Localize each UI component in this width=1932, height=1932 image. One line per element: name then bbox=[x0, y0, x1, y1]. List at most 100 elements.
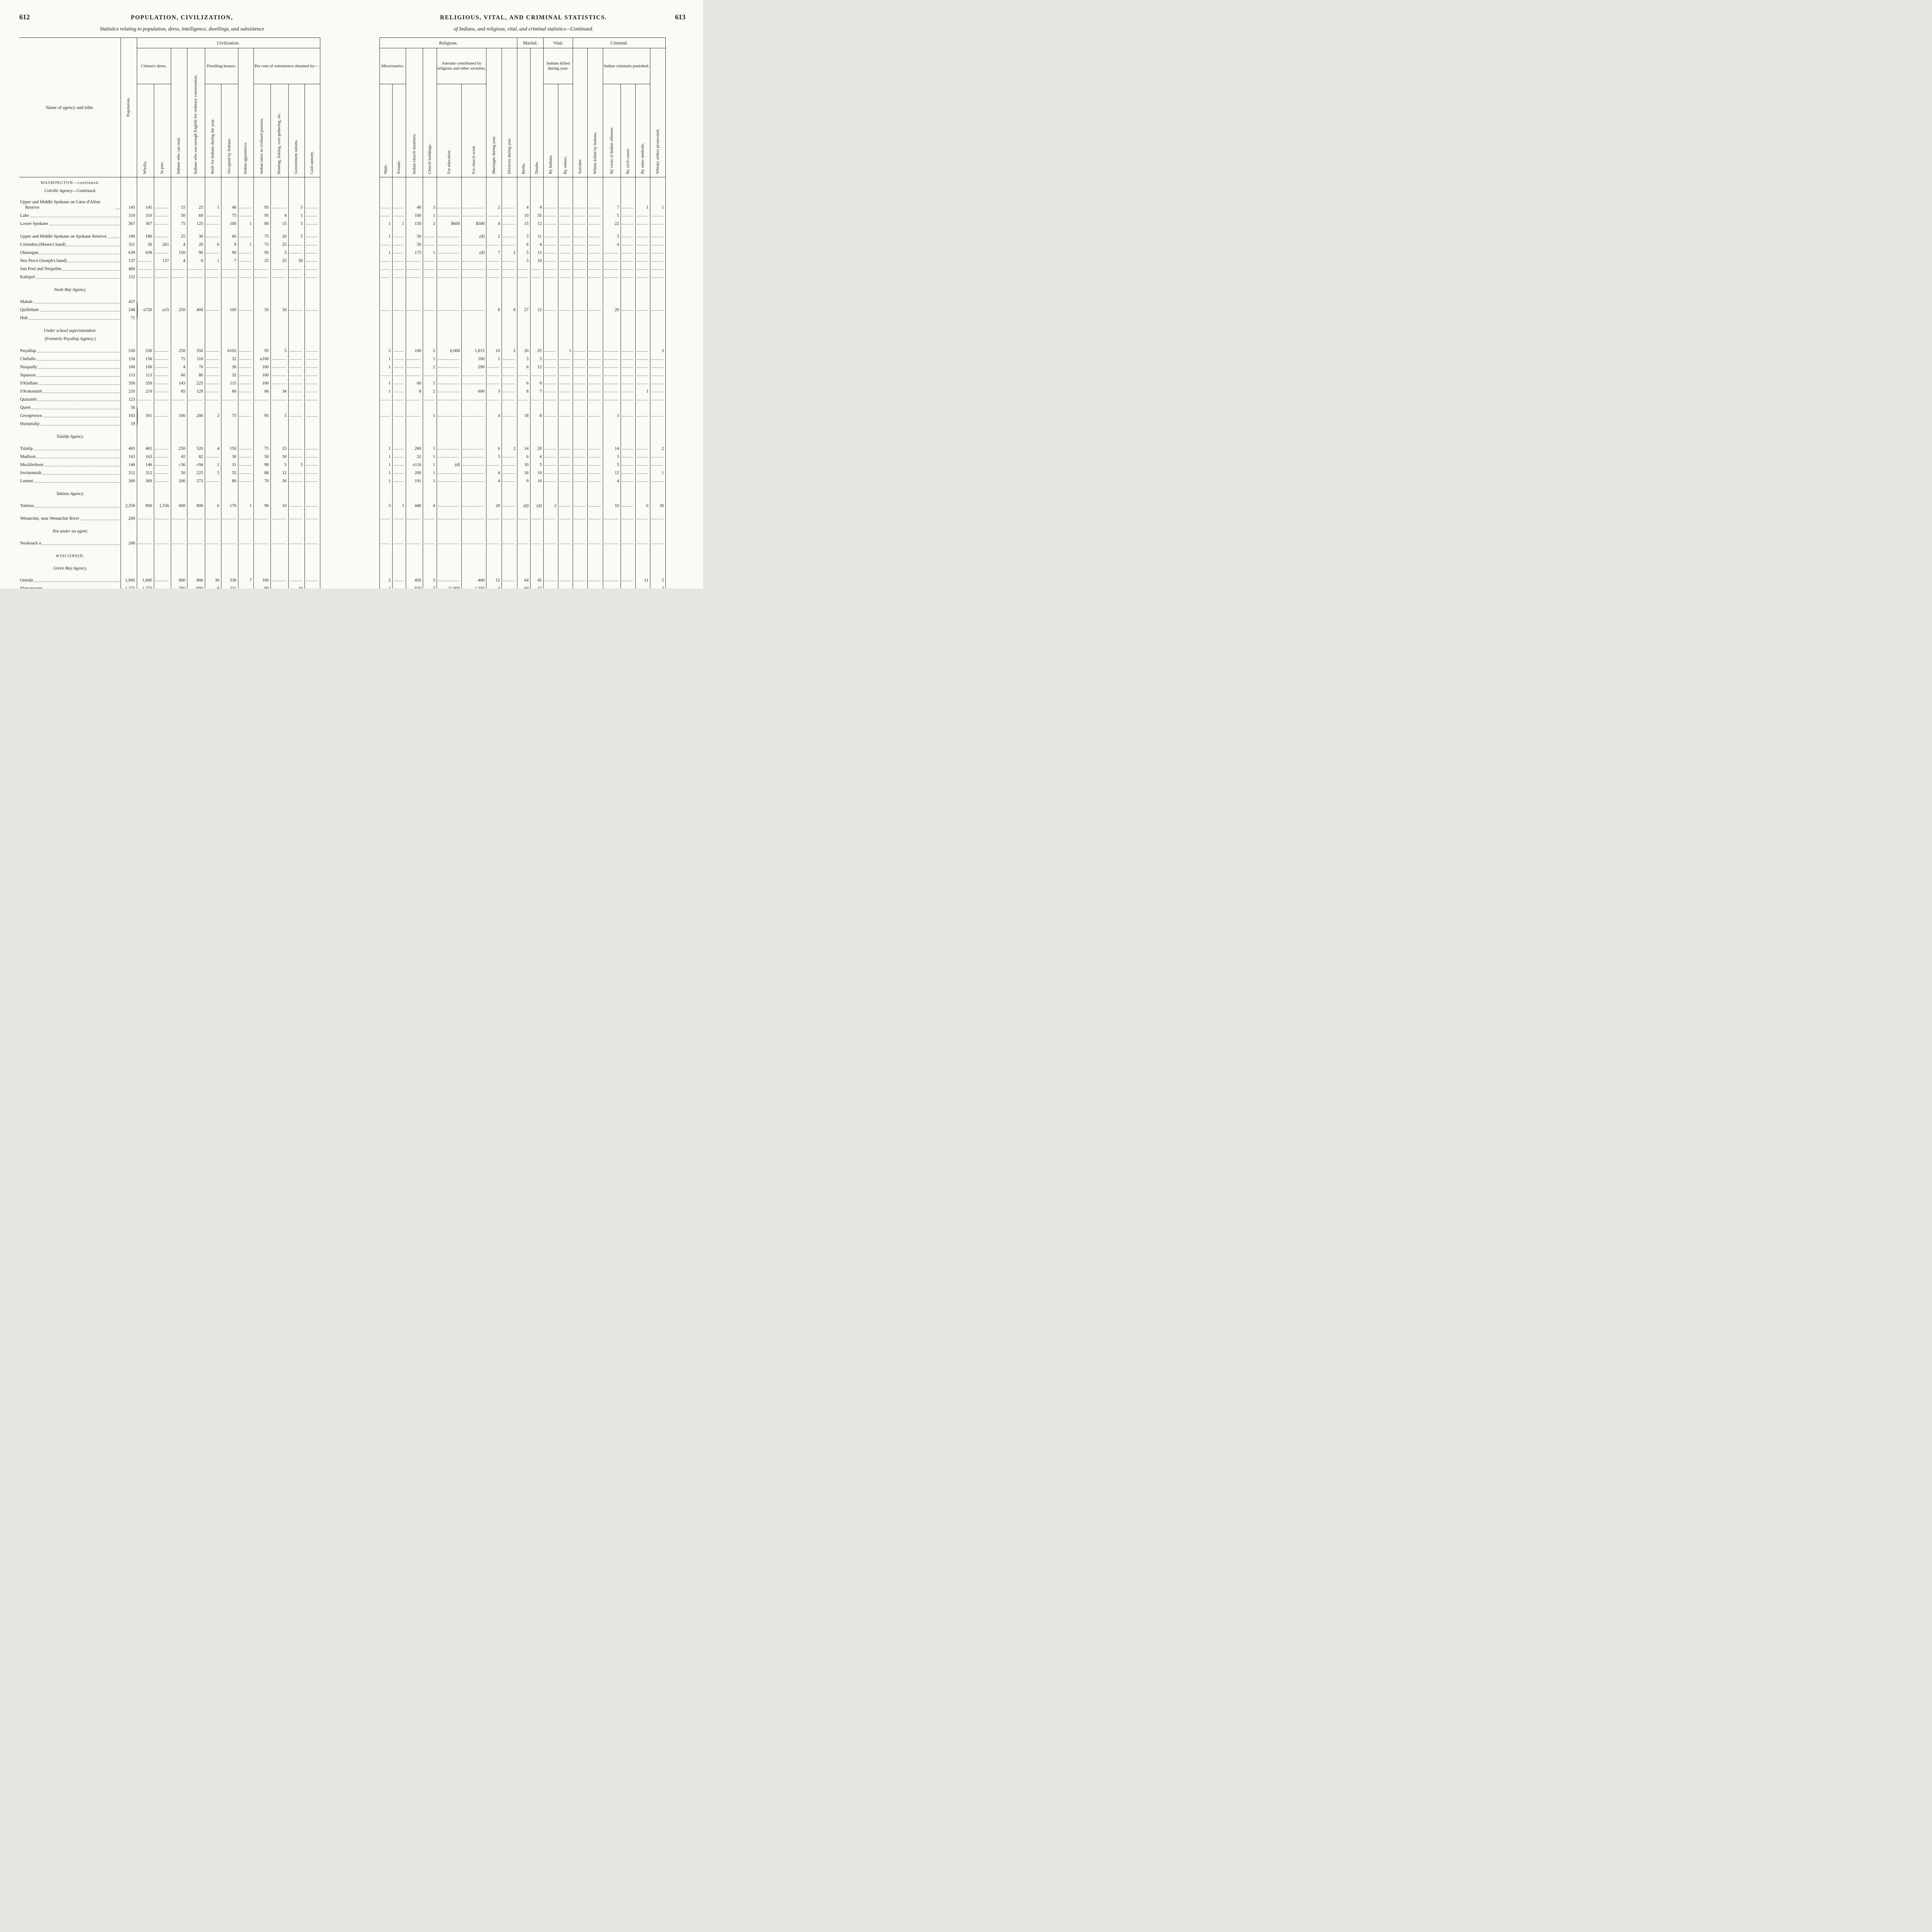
value-cell bbox=[558, 370, 573, 378]
value-cell bbox=[288, 362, 304, 370]
value-cell bbox=[486, 272, 502, 280]
value-cell: 100 bbox=[253, 575, 270, 583]
value-cell bbox=[379, 313, 393, 321]
value-cell bbox=[238, 522, 253, 526]
value-cell bbox=[587, 280, 603, 284]
value-cell: 50 bbox=[253, 452, 270, 460]
value-cell bbox=[392, 403, 406, 411]
value-cell bbox=[635, 293, 650, 297]
value-cell bbox=[437, 559, 462, 563]
value-cell bbox=[406, 488, 423, 497]
value-cell bbox=[221, 321, 238, 325]
value-cell bbox=[238, 484, 253, 488]
value-cell bbox=[406, 185, 423, 194]
value-cell: 311 bbox=[120, 240, 137, 248]
value-cell: 2 bbox=[204, 411, 221, 419]
value-cell bbox=[392, 452, 406, 460]
value-cell bbox=[392, 488, 406, 497]
value-cell bbox=[603, 395, 621, 403]
value-cell: 75 bbox=[253, 444, 270, 452]
value-cell: 75 bbox=[221, 411, 238, 419]
value-cell bbox=[288, 370, 304, 378]
value-cell bbox=[621, 452, 636, 460]
gap-row bbox=[379, 484, 666, 488]
value-cell bbox=[486, 546, 502, 551]
value-cell bbox=[136, 395, 154, 403]
value-cell bbox=[650, 297, 666, 305]
value-cell: 80 bbox=[221, 476, 238, 484]
value-cell bbox=[187, 280, 205, 284]
value-cell: 4 bbox=[530, 452, 544, 460]
value-cell bbox=[635, 411, 650, 419]
value-cell: 30 bbox=[187, 227, 205, 240]
value-cell bbox=[587, 346, 603, 354]
value-cell bbox=[558, 509, 573, 522]
value-cell bbox=[392, 194, 406, 198]
value-cell bbox=[288, 280, 304, 284]
value-cell bbox=[204, 248, 221, 256]
value-cell: 50 bbox=[270, 305, 288, 313]
value-cell bbox=[379, 484, 393, 488]
gap-row bbox=[379, 571, 666, 575]
value-cell bbox=[288, 427, 304, 431]
value-cell: c36 bbox=[170, 460, 187, 468]
value-cell bbox=[502, 264, 517, 272]
value-cell bbox=[530, 571, 544, 575]
value-cell bbox=[558, 354, 573, 362]
page-number-left: 612 bbox=[19, 13, 30, 21]
group-header-amount-contributed: Amount contributed by religious and othe… bbox=[437, 48, 486, 84]
value-cell bbox=[204, 370, 221, 378]
value-cell: 1 bbox=[379, 219, 393, 227]
value-cell bbox=[437, 313, 462, 321]
value-cell bbox=[461, 526, 486, 534]
value-cell bbox=[437, 177, 462, 185]
value-cell: 250 bbox=[170, 305, 187, 313]
value-cell: 1 bbox=[423, 452, 437, 460]
value-cell: 312 bbox=[136, 468, 154, 476]
value-cell: 1,375 bbox=[136, 583, 154, 588]
value-cell bbox=[573, 280, 588, 284]
value-cell bbox=[573, 439, 588, 444]
value-cell bbox=[238, 227, 253, 240]
spacer-cell bbox=[19, 427, 121, 431]
value-cell bbox=[573, 571, 588, 575]
value-cell: 4 bbox=[170, 256, 187, 264]
agency-tribe-name: San Poel and Nespelim bbox=[19, 264, 121, 272]
value-cell bbox=[238, 497, 253, 501]
spacer-cell bbox=[19, 293, 121, 297]
section-label: Not under an agent. bbox=[52, 529, 88, 534]
value-cell bbox=[461, 444, 486, 452]
value-cell bbox=[650, 272, 666, 280]
value-cell bbox=[253, 484, 270, 488]
value-cell bbox=[486, 194, 502, 198]
value-cell: 3 bbox=[650, 583, 666, 588]
value-cell: 1 bbox=[423, 476, 437, 484]
value-cell bbox=[587, 476, 603, 484]
book-spread: 612 POPULATION, CIVILIZATION, Statistics… bbox=[0, 0, 703, 588]
gap-row bbox=[19, 280, 320, 284]
value-cell: 75 bbox=[170, 219, 187, 227]
value-cell bbox=[437, 305, 462, 313]
value-cell: 11 bbox=[635, 575, 650, 583]
value-cell bbox=[136, 177, 154, 185]
value-cell: 369 bbox=[120, 476, 137, 484]
gap-row bbox=[19, 439, 320, 444]
tribe-name-text: Lower Spokane bbox=[20, 221, 48, 226]
value-cell bbox=[270, 488, 288, 497]
value-cell bbox=[621, 321, 636, 325]
value-cell: 20 bbox=[486, 501, 502, 509]
tribe-name-text: Nisqually bbox=[20, 364, 37, 369]
agency-tribe-name: Lower Spokane bbox=[19, 219, 121, 227]
value-cell bbox=[543, 468, 558, 476]
value-cell bbox=[437, 256, 462, 264]
agency-tribe-name: Yakima bbox=[19, 501, 121, 509]
dotted-leader bbox=[34, 482, 120, 483]
value-cell bbox=[392, 227, 406, 240]
value-cell bbox=[238, 583, 253, 588]
table-row bbox=[379, 403, 666, 411]
value-cell bbox=[635, 333, 650, 342]
value-cell bbox=[288, 559, 304, 563]
value-cell bbox=[238, 452, 253, 460]
agency-tribe-name: Georgetown bbox=[19, 411, 121, 419]
value-cell bbox=[502, 256, 517, 264]
